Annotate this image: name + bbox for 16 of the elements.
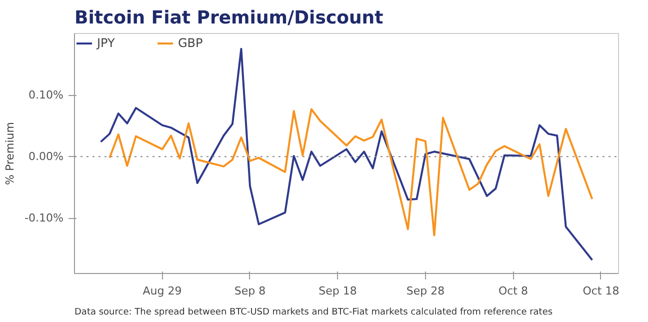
line-series [100, 48, 594, 261]
y-tick-label: 0.00% [28, 150, 64, 164]
x-tick-label: Sep 8 [234, 284, 266, 298]
x-tick-label: Sep 28 [406, 284, 445, 298]
x-tick-label: Oct 18 [582, 284, 620, 298]
x-tick-label: Sep 18 [318, 284, 357, 298]
x-tick-label: Oct 8 [498, 284, 528, 298]
x-tick-label: Aug 29 [142, 284, 182, 298]
source-note: Data source: The spread between BTC-USD markets and BTC-Fiat markets calculated from reference rates [74, 308, 553, 318]
line-series [108, 108, 594, 236]
chart-title: Bitcoin Fiat Premium/Discount [74, 8, 384, 28]
y-tick-label: -0.10% [24, 212, 64, 225]
y-axis-title: % Premium [4, 122, 17, 185]
y-tick-label: 0.10% [28, 88, 64, 102]
legend-label: GBP [178, 36, 203, 50]
legend-label: JPY [97, 36, 116, 50]
